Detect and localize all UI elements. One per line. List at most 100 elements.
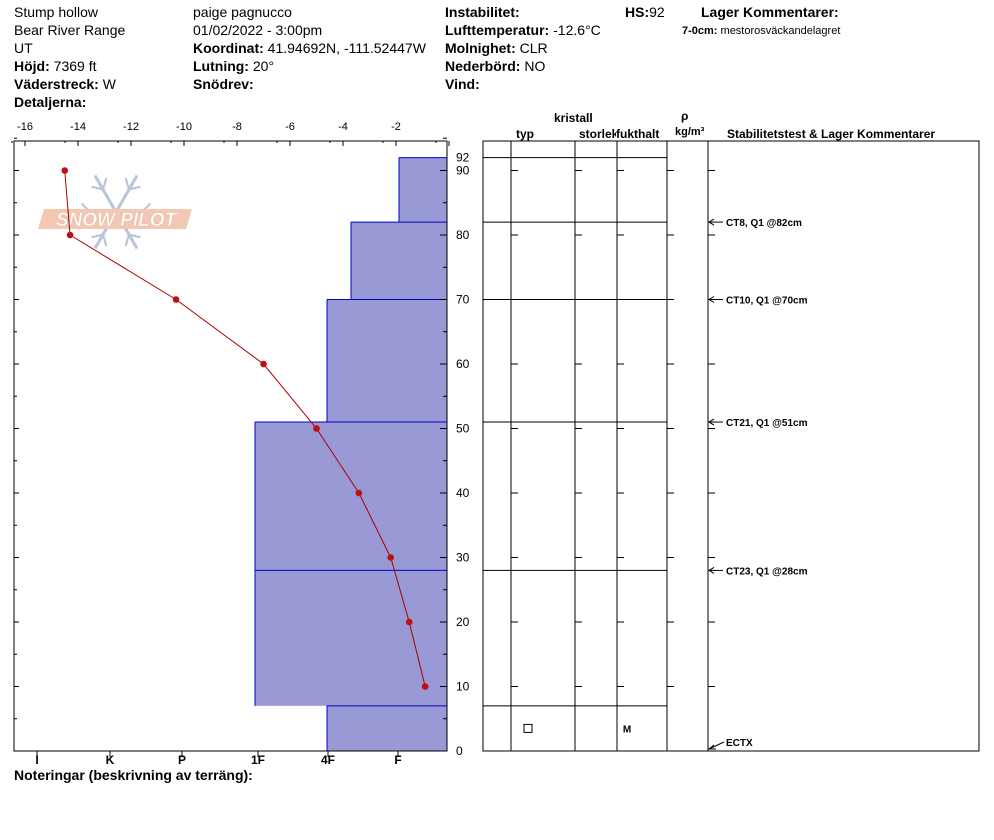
layer-table: M <box>482 140 980 752</box>
temperature-tick-label: -2 <box>391 121 401 133</box>
depth-tick-label: 60 <box>456 357 470 371</box>
stability-test-label: CT21, Q1 @51cm <box>726 418 808 429</box>
hardness-layer-bar <box>399 157 447 223</box>
snowflake-branch <box>128 185 141 191</box>
sky-cover: Molnighet: CLR <box>445 40 548 56</box>
temperature-tick-label: -6 <box>285 121 295 133</box>
drift-label: Snödrev: <box>193 76 254 92</box>
type-header: typ <box>516 127 534 141</box>
stability-header: Stabilitetstest & Lager Kommentarer <box>727 127 936 141</box>
observer-name: paige pagnucco <box>193 4 292 20</box>
temperature-point <box>260 360 267 368</box>
hardness-axis: I K P 1F 4F F <box>35 751 402 767</box>
crystal-header: kristall <box>554 111 593 125</box>
observation-datetime: 01/02/2022 - 3:00pm <box>193 22 323 38</box>
sky-cover-value: CLR <box>519 40 548 56</box>
layer-comment: 7-0cm: mestorosväckandelagret <box>682 23 840 39</box>
density-unit-header: kg/m³ <box>675 126 705 138</box>
moisture-value: M <box>623 724 631 735</box>
snowflake-branch <box>124 177 130 190</box>
snowflake-branch <box>124 234 130 247</box>
table-frame <box>482 140 980 752</box>
snow-height: HS:92 <box>625 4 665 20</box>
elevation: Höjd: 7369 ft <box>14 58 96 74</box>
snowpilot-watermark: SNOW PILOT <box>38 174 192 250</box>
elevation-value: 7369 ft <box>53 58 97 74</box>
hardness-layer-bar <box>255 422 447 571</box>
hardness-layer-bar <box>327 299 447 423</box>
stability-test-label: CT8, Q1 @82cm <box>726 218 802 229</box>
temperature-point <box>405 618 413 626</box>
hardness-label: 1F <box>251 753 265 767</box>
depth-tick-label: 70 <box>456 293 470 307</box>
temperature-point <box>172 296 180 303</box>
stability-test-arrowhead <box>707 744 716 750</box>
size-header: storlek <box>579 127 616 141</box>
snow-height-value: 92 <box>649 4 665 20</box>
snowflake-branch <box>91 233 104 239</box>
instability-label: Instabilitet: <box>445 4 520 20</box>
sky-cover-label: Molnighet: <box>445 40 516 56</box>
location-name: Stump hollow <box>14 4 99 20</box>
aspect: Väderstreck: W <box>14 76 116 92</box>
hardness-label: P <box>178 753 186 767</box>
hardness-layer-bar <box>327 705 447 751</box>
temperature-tick-label: -14 <box>70 121 86 133</box>
depth-tick-label: 80 <box>456 228 470 242</box>
depth-tick-label: 50 <box>456 422 470 436</box>
coordinates-value: 41.94692N, -111.52447W <box>267 40 426 56</box>
temperature-profile <box>61 167 429 690</box>
precipitation: Nederbörd: NO <box>445 58 545 74</box>
temperature-point <box>387 554 395 561</box>
snowflake-branch <box>128 233 141 239</box>
slope-value: 20° <box>252 58 275 74</box>
size-header-clip: storlek <box>579 126 616 142</box>
moisture-header: fukthalt <box>616 127 660 141</box>
notes-label: Noteringar (beskrivning av terräng): <box>14 767 253 783</box>
stability-test-arrowhead <box>708 218 715 226</box>
watermark-text: SNOW PILOT <box>56 210 178 231</box>
depth-tick-label: 30 <box>456 551 470 565</box>
rho-header: ρ <box>681 109 689 123</box>
slope: Lutning: 20° <box>193 58 274 74</box>
watermark-banner <box>38 209 192 229</box>
mountain-range: Bear River Range <box>14 22 126 38</box>
hardness-layer-bar <box>255 570 447 706</box>
temperature-tick-label: -12 <box>123 121 139 133</box>
elevation-label: Höjd: <box>14 58 50 74</box>
stability-tests: CT8, Q1 @82cm CT10, Q1 @70cm CT21, Q1 @51c… <box>707 218 808 750</box>
air-temperature: Lufttemperatur: -12.6°C <box>445 22 601 38</box>
layer-comment-depth: 7-0cm: <box>682 25 718 37</box>
precipitation-value: NO <box>524 58 546 74</box>
layer-comments-label: Lager Kommentarer: <box>701 4 839 20</box>
temperature-axis: -16 -14 -12 -10 -8 -6 -4 -2 <box>11 121 450 146</box>
aspect-value: W <box>102 76 116 92</box>
depth-tick-label: 40 <box>456 486 470 500</box>
stability-test-arrowhead <box>708 566 715 574</box>
wind-label: Vind: <box>445 76 480 92</box>
snowflake-arm <box>93 174 118 213</box>
temperature-tick-label: -4 <box>338 121 348 133</box>
depth-tick-label: 0 <box>456 744 463 758</box>
depth-top-label: 92 <box>456 151 470 165</box>
hardness-layers <box>254 157 447 751</box>
temperature-tick-label: -16 <box>17 121 33 133</box>
air-temperature-label: Lufttemperatur: <box>445 22 550 38</box>
hardness-label: F <box>394 753 401 767</box>
grain-type-symbol <box>523 723 533 733</box>
depth-tick-label: 90 <box>456 164 470 178</box>
stability-test-arrowhead <box>708 296 715 303</box>
stability-test-label: CT23, Q1 @28cm <box>726 566 808 577</box>
snowflake-arm <box>114 174 139 213</box>
stability-test-label: CT10, Q1 @70cm <box>726 296 808 307</box>
coordinates: Koordinat: 41.94692N, -111.52447W <box>193 40 426 56</box>
temperature-tick-label: -10 <box>176 121 192 133</box>
aspect-label: Väderstreck: <box>14 76 99 92</box>
temperature-point <box>313 425 320 432</box>
hardness-label: I <box>35 753 38 767</box>
temperature-point <box>421 683 429 690</box>
details-label: Detaljerna: <box>14 94 87 110</box>
hardness-label: 4F <box>321 753 335 767</box>
stability-test-arrow <box>708 741 725 750</box>
